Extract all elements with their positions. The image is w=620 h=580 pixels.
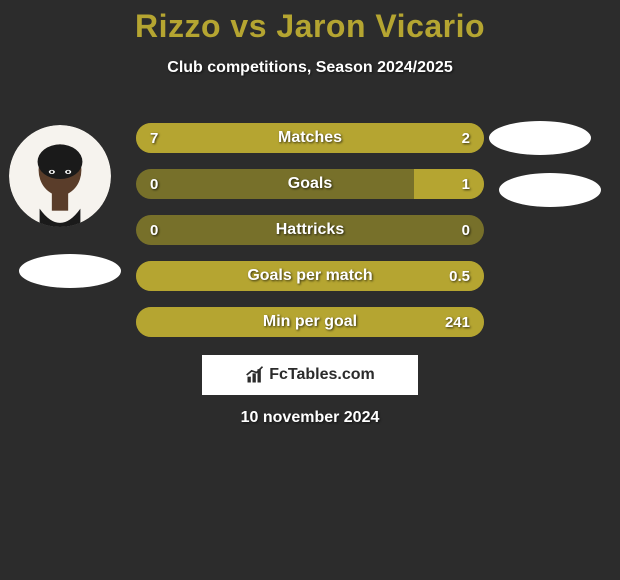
subtitle: Club competitions, Season 2024/2025 [0, 59, 620, 77]
stat-label: Hattricks [136, 215, 484, 245]
stats-bars: 7 Matches 2 0 Goals 1 0 Hattricks 0 Goal… [136, 123, 484, 353]
page-title: Rizzo vs Jaron Vicario [0, 0, 620, 45]
bar-fill-right [136, 261, 484, 291]
bar-fill-right [136, 307, 484, 337]
stat-row: 0 Hattricks 0 [136, 215, 484, 245]
stat-left-value: 0 [150, 169, 158, 199]
brand-text: FcTables.com [269, 366, 375, 384]
bar-fill-right [394, 123, 484, 153]
bar-fill-right [414, 169, 484, 199]
player-right-flag-2 [499, 173, 601, 207]
date-text: 10 november 2024 [0, 409, 620, 427]
brand-badge: FcTables.com [202, 355, 418, 395]
stat-left-value: 0 [150, 215, 158, 245]
bar-fill-left [136, 123, 394, 153]
player-left-avatar [9, 125, 111, 227]
stat-row: 0 Goals 1 [136, 169, 484, 199]
bar-chart-icon [245, 365, 265, 385]
stat-right-value: 0 [462, 215, 470, 245]
stat-row: 7 Matches 2 [136, 123, 484, 153]
comparison-card: Rizzo vs Jaron Vicario Club competitions… [0, 0, 620, 580]
stat-row: Goals per match 0.5 [136, 261, 484, 291]
player-left-flag [19, 254, 121, 288]
person-icon [9, 125, 111, 227]
stat-row: Min per goal 241 [136, 307, 484, 337]
player-right-flag-1 [489, 121, 591, 155]
